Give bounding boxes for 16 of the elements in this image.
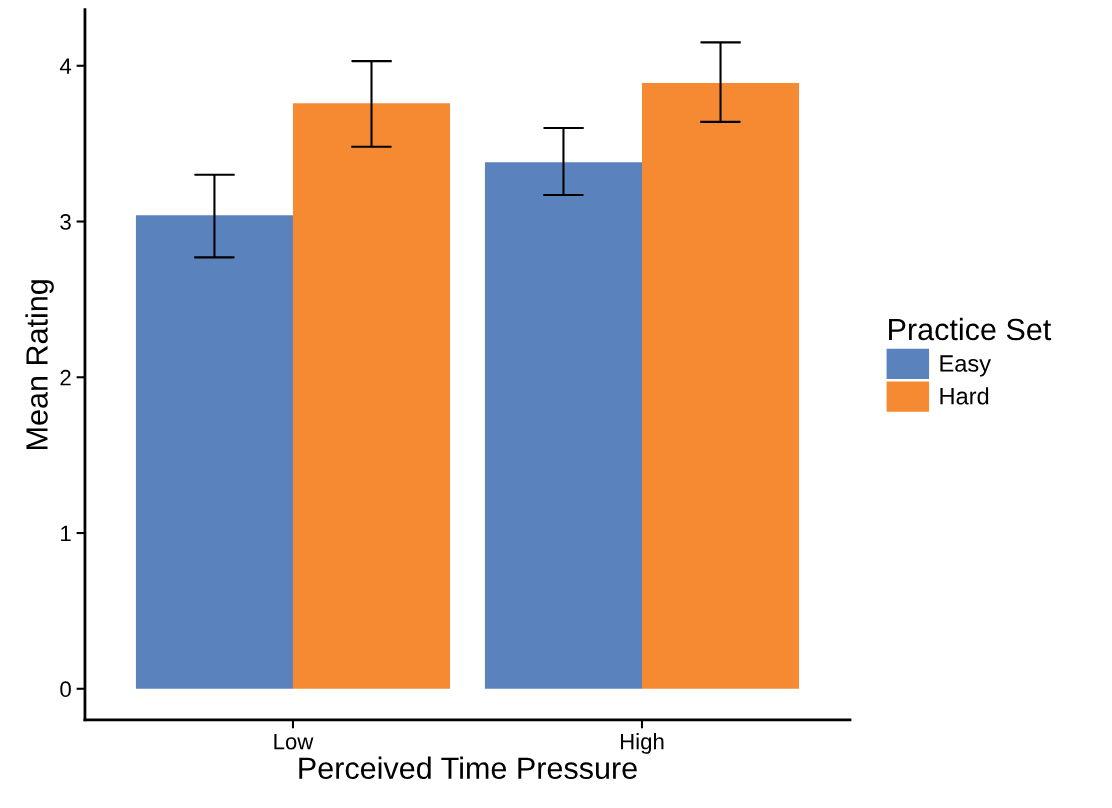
x-tick-label: Low (274, 733, 314, 750)
legend-label: Easy (940, 355, 991, 377)
bar (484, 162, 642, 689)
legend-title: Practice Set (889, 317, 1052, 341)
y-tick-label: 1 (61, 525, 71, 542)
bar (135, 215, 293, 689)
y-tick-label: 2 (60, 369, 71, 386)
x-axis-title: Perceived Time Pressure (299, 756, 637, 780)
y-axis-title: Mean Rating (25, 280, 54, 449)
legend-label: Hard (940, 387, 989, 405)
y-tick-label: 4 (59, 58, 72, 74)
bar (642, 82, 800, 689)
y-tick-label: 3 (60, 214, 71, 230)
y-tick-label: 0 (60, 681, 71, 698)
bar (292, 103, 451, 689)
x-tick-label: High (620, 733, 664, 754)
